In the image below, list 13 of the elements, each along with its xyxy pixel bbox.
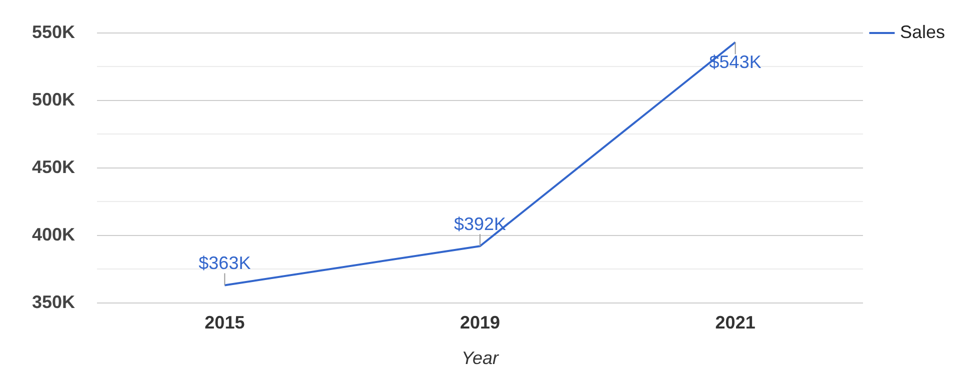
x-axis-title: Year — [461, 348, 500, 368]
y-tick-label: 500K — [32, 89, 76, 110]
legend-label: Sales — [900, 22, 946, 42]
x-tick-label: 2021 — [715, 312, 756, 333]
y-tick-label: 400K — [32, 224, 76, 244]
data-label: $392K — [454, 214, 506, 234]
y-tick-label: 550K — [32, 22, 76, 42]
y-tick-label: 350K — [32, 292, 76, 312]
data-label: $363K — [198, 253, 251, 274]
x-tick-label: 2015 — [204, 312, 245, 333]
y-tick-label: 450K — [32, 156, 76, 177]
data-label: $543K — [709, 52, 762, 72]
x-tick-label: 2019 — [460, 312, 500, 333]
